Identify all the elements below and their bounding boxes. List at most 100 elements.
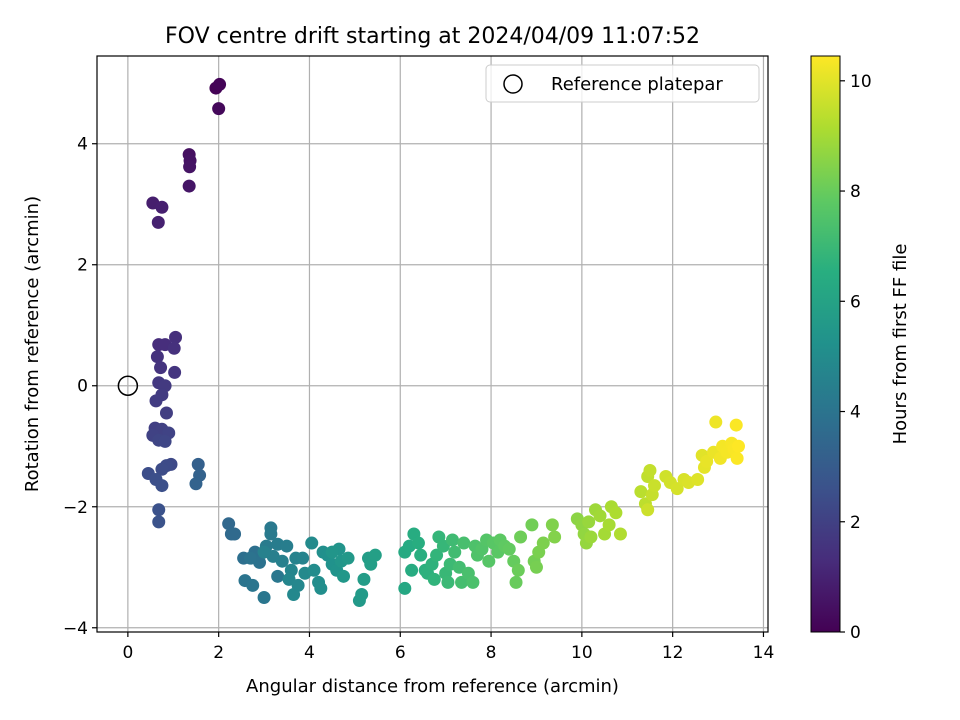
- data-point: [337, 569, 351, 583]
- data-point: [731, 439, 745, 453]
- data-point: [448, 545, 462, 559]
- colorbar-gradient: [811, 56, 840, 632]
- y-tick-label: 2: [77, 256, 88, 276]
- data-point: [427, 572, 441, 586]
- data-point: [482, 554, 496, 568]
- data-point: [700, 454, 714, 468]
- colorbar-tick-label: 2: [850, 513, 861, 533]
- data-point: [152, 515, 166, 529]
- y-ticks: −4 −2 0 2 4: [63, 135, 97, 639]
- data-point: [228, 527, 242, 541]
- plot-area: 0 2 4 6 8 10 12 14 −4 −2 0 2 4: [63, 55, 774, 663]
- data-point: [155, 200, 169, 214]
- data-point: [264, 527, 278, 541]
- data-point: [502, 542, 516, 556]
- data-point: [280, 539, 294, 553]
- colorbar: 0 2 4 6 8 10 Hours from first FF file: [810, 55, 911, 643]
- data-point: [167, 341, 181, 355]
- reference-platepar-marker: [117, 375, 139, 396]
- data-point: [641, 503, 655, 517]
- legend-box: [485, 64, 760, 103]
- data-point: [243, 551, 257, 565]
- data-point: [509, 575, 523, 589]
- data-point: [405, 563, 419, 577]
- colorbar-frame: [810, 55, 841, 633]
- data-point: [150, 350, 164, 364]
- data-point: [584, 530, 598, 544]
- x-ticks: 0 2 4 6 8 10 12 14: [122, 632, 774, 663]
- colorbar-ticks: 0 2 4 6 8 10: [840, 72, 872, 643]
- data-point: [529, 560, 543, 574]
- data-point: [411, 536, 425, 550]
- data-point: [414, 548, 428, 562]
- data-point: [525, 518, 539, 532]
- data-point: [398, 581, 412, 595]
- x-tick-label: 12: [662, 643, 684, 663]
- data-point: [441, 575, 455, 589]
- x-tick-label: 0: [122, 643, 133, 663]
- y-axis-label: Rotation from reference (arcmin): [22, 196, 43, 492]
- data-point: [271, 569, 285, 583]
- data-point: [212, 102, 226, 116]
- data-point: [246, 578, 260, 592]
- data-point: [158, 434, 172, 448]
- data-point: [275, 554, 289, 568]
- data-point: [155, 479, 169, 493]
- legend: Reference platepar: [485, 64, 760, 103]
- data-point: [325, 545, 339, 559]
- data-point: [730, 451, 744, 465]
- data-point: [169, 330, 183, 344]
- colorbar-tick-label: 4: [850, 403, 861, 423]
- x-tick-label: 10: [571, 643, 593, 663]
- x-tick-label: 2: [213, 643, 224, 663]
- y-tick-label: −4: [63, 619, 88, 639]
- x-axis-label: Angular distance from reference (arcmin): [246, 676, 619, 697]
- y-tick-label: 4: [77, 135, 88, 155]
- data-point: [159, 406, 173, 420]
- data-point: [593, 509, 607, 523]
- data-point: [536, 536, 550, 550]
- data-point: [466, 575, 480, 589]
- data-point: [457, 536, 471, 550]
- data-point: [149, 394, 163, 408]
- data-point: [613, 527, 627, 541]
- colorbar-label: Hours from first FF file: [890, 244, 911, 445]
- data-point: [514, 530, 528, 544]
- data-point: [222, 517, 236, 531]
- data-point: [341, 551, 355, 565]
- x-tick-label: 14: [753, 643, 775, 663]
- data-point: [151, 215, 165, 229]
- data-point: [152, 503, 166, 517]
- data-point: [548, 530, 562, 544]
- reference-marker-group: [117, 375, 139, 396]
- x-tick-label: 6: [395, 643, 406, 663]
- data-point: [670, 482, 684, 496]
- data-point: [368, 548, 382, 562]
- data-point: [183, 160, 197, 174]
- data-point: [296, 551, 310, 565]
- data-point: [307, 563, 321, 577]
- colorbar-tick-label: 0: [850, 623, 861, 643]
- colorbar-tick-label: 10: [850, 72, 872, 92]
- data-point: [191, 457, 205, 471]
- data-point: [355, 587, 369, 601]
- x-tick-label: 8: [486, 643, 497, 663]
- data-point: [314, 581, 328, 595]
- data-point: [168, 365, 182, 379]
- legend-label: Reference platepar: [551, 74, 723, 95]
- data-point: [213, 77, 227, 91]
- data-point: [189, 477, 203, 491]
- data-point: [582, 515, 596, 529]
- data-point: [634, 485, 648, 499]
- data-point: [257, 545, 271, 559]
- data-point: [602, 518, 616, 532]
- colorbar-tick-label: 6: [850, 292, 861, 312]
- y-tick-label: −2: [63, 498, 88, 518]
- scatter-points: [141, 77, 745, 608]
- data-point: [648, 479, 662, 493]
- grid: [97, 56, 768, 632]
- data-point: [155, 462, 169, 476]
- data-point: [182, 179, 196, 193]
- data-point: [154, 361, 168, 375]
